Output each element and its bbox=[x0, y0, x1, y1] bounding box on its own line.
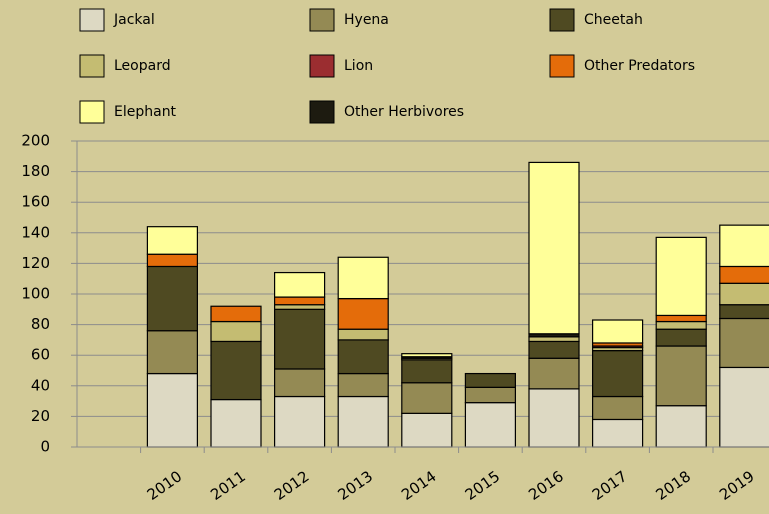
y-tick-label: 60 bbox=[31, 346, 50, 364]
legend-label: Other Predators bbox=[584, 58, 695, 74]
bar-segment bbox=[337, 256, 389, 300]
bar-segment bbox=[655, 320, 707, 330]
bar-segment bbox=[719, 282, 769, 306]
bar-segment bbox=[528, 357, 580, 390]
bar-segment bbox=[274, 304, 326, 310]
bar-segment bbox=[337, 297, 389, 330]
x-tick-label: 2015 bbox=[462, 467, 504, 504]
bar-segment bbox=[719, 224, 769, 268]
legend-label: Cheetah bbox=[584, 12, 643, 28]
bar-segment bbox=[528, 161, 580, 335]
bar-segment bbox=[719, 265, 769, 284]
bar-segment bbox=[655, 345, 707, 407]
bar-segment bbox=[274, 296, 326, 306]
legend-swatch bbox=[549, 54, 575, 78]
legend-label: Lion bbox=[344, 58, 373, 74]
bar-segment bbox=[719, 366, 769, 448]
y-tick-label: 20 bbox=[31, 407, 50, 425]
legend-swatch bbox=[79, 100, 105, 124]
legend-swatch bbox=[549, 8, 575, 32]
x-tick-label: 2014 bbox=[398, 467, 440, 504]
bar-segment bbox=[146, 330, 198, 375]
x-tick-label: 2013 bbox=[334, 467, 376, 504]
bar-segment bbox=[464, 402, 516, 448]
bar-segment bbox=[146, 226, 198, 255]
bar-segment bbox=[401, 412, 453, 448]
bar-segment bbox=[146, 265, 198, 332]
bar-segment bbox=[401, 353, 453, 358]
bar-segment bbox=[528, 336, 580, 343]
legend-swatch bbox=[79, 54, 105, 78]
y-tick-label: 0 bbox=[40, 438, 50, 456]
bar-segment bbox=[591, 350, 644, 398]
legend-swatch bbox=[309, 100, 335, 124]
legend-label: Leopard bbox=[114, 58, 171, 74]
bar-segment bbox=[464, 372, 516, 388]
bar-segment bbox=[591, 319, 644, 344]
y-tick-label: 40 bbox=[31, 376, 50, 394]
bar-segment bbox=[274, 271, 326, 298]
bar-segment bbox=[274, 368, 326, 398]
bar-segment bbox=[401, 382, 453, 414]
bar-segment bbox=[210, 320, 262, 343]
y-tick-label: 180 bbox=[21, 162, 50, 180]
x-tick-label: 2017 bbox=[589, 467, 631, 504]
bar-segment bbox=[528, 388, 580, 448]
bar-segment bbox=[655, 328, 707, 347]
legend-swatch bbox=[309, 54, 335, 78]
bar-segment bbox=[528, 340, 580, 359]
bar-segment bbox=[655, 236, 707, 317]
y-tick-label: 140 bbox=[21, 223, 50, 241]
bar-segment bbox=[274, 395, 326, 448]
y-tick-label: 100 bbox=[21, 285, 50, 303]
bar-segment bbox=[146, 372, 198, 448]
x-tick-label: 2011 bbox=[207, 467, 249, 504]
legend-swatch bbox=[79, 8, 105, 32]
bar-segment bbox=[210, 340, 262, 401]
bar-segment bbox=[210, 305, 262, 323]
bar-segment bbox=[591, 395, 644, 421]
x-tick-label: 2018 bbox=[652, 467, 694, 504]
bar-segment bbox=[337, 328, 389, 341]
y-tick-label: 80 bbox=[31, 315, 50, 333]
bar-segment bbox=[210, 398, 262, 448]
x-tick-label: 2016 bbox=[525, 467, 567, 504]
bar-segment bbox=[655, 405, 707, 448]
bar-segment bbox=[655, 314, 707, 323]
y-tick-label: 160 bbox=[21, 193, 50, 211]
legend-label: Jackal bbox=[113, 12, 155, 28]
x-tick-label: 2019 bbox=[716, 467, 758, 504]
bar-segment bbox=[591, 418, 644, 448]
bar-segment bbox=[337, 339, 389, 375]
y-tick-label: 200 bbox=[21, 132, 50, 150]
bar-segment bbox=[464, 386, 516, 404]
legend-label: Hyena bbox=[344, 12, 389, 28]
y-tick-label: 120 bbox=[21, 254, 50, 272]
bar-segment bbox=[401, 359, 453, 384]
bar-segment bbox=[719, 304, 769, 320]
bar-segment bbox=[146, 253, 198, 268]
legend-label: Elephant bbox=[114, 104, 177, 120]
x-tick-label: 2010 bbox=[144, 467, 186, 504]
bar-segment bbox=[719, 317, 769, 369]
x-tick-label: 2012 bbox=[271, 467, 313, 504]
bar-segment bbox=[274, 308, 326, 370]
bar-segment bbox=[337, 395, 389, 448]
bar-segment bbox=[337, 372, 389, 398]
legend-swatch bbox=[309, 8, 335, 32]
legend-label: Other Herbivores bbox=[344, 104, 464, 120]
